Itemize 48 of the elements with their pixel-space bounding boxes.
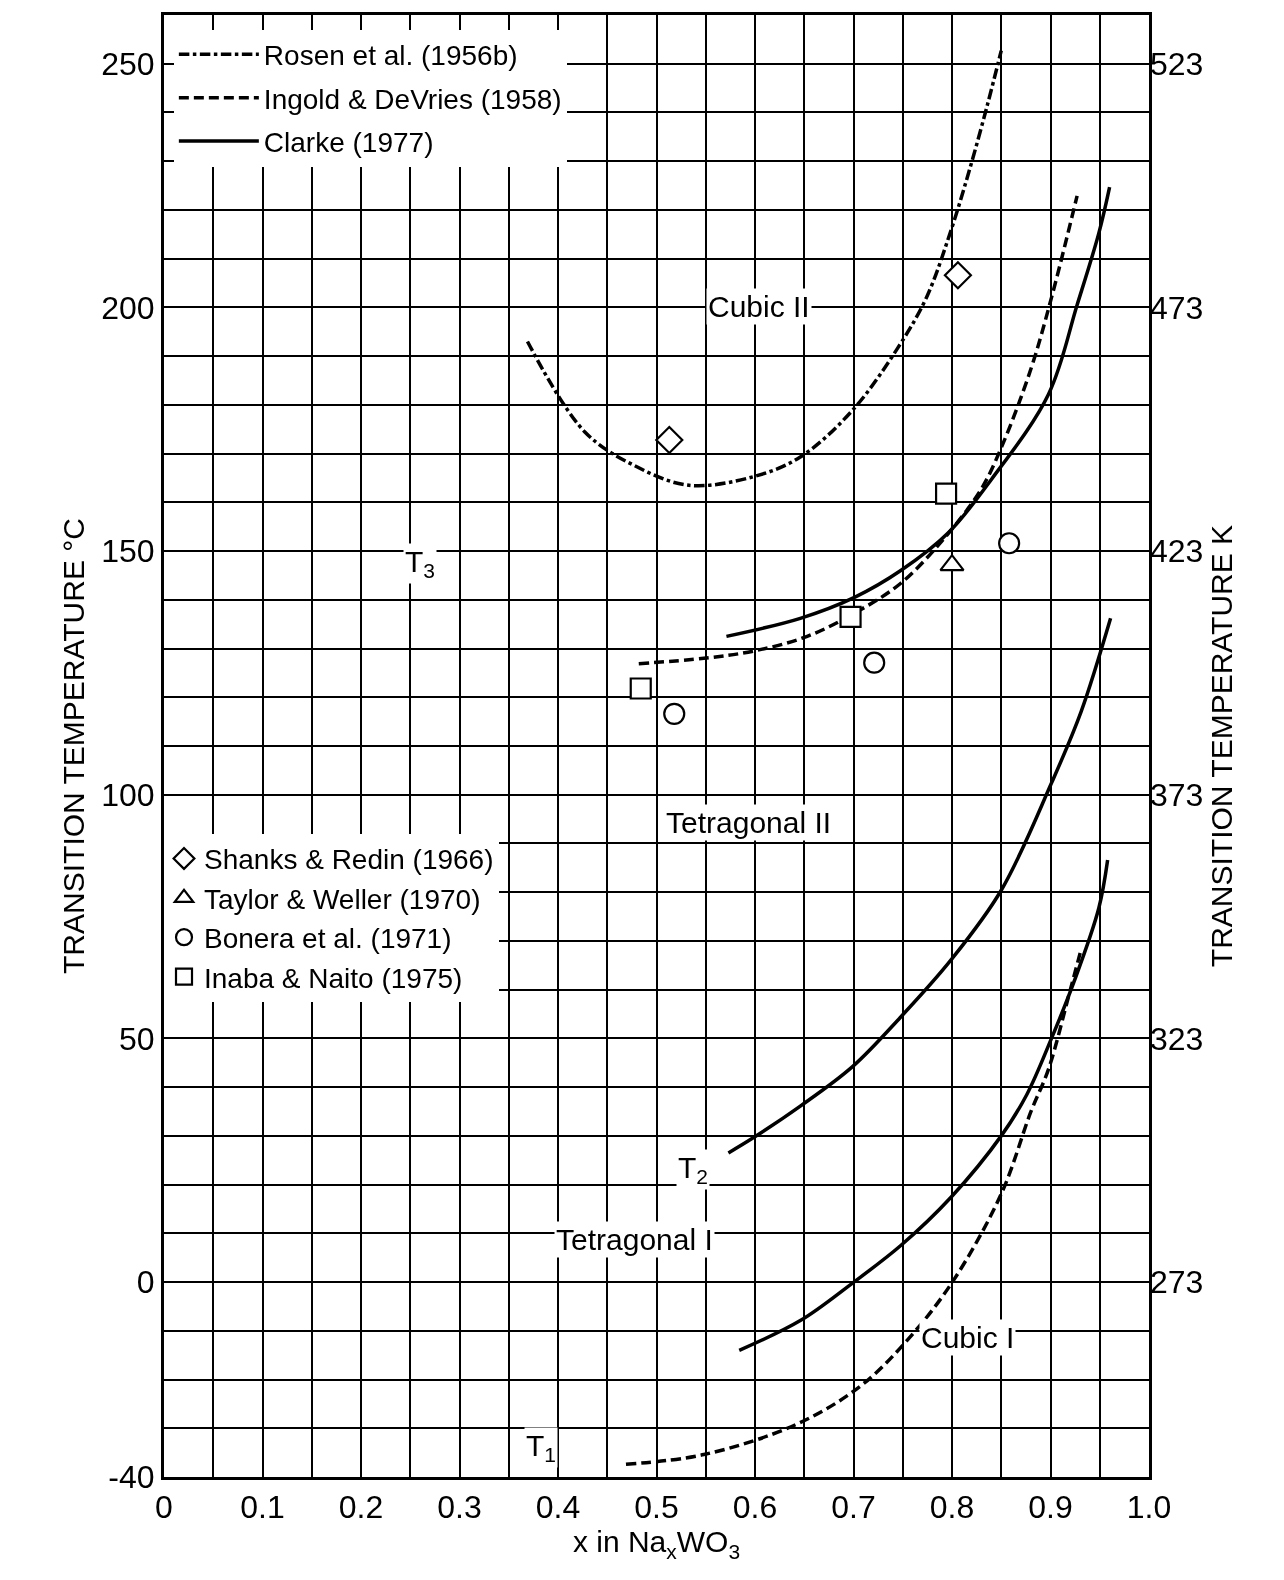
y-tick-label: 100 — [101, 776, 155, 813]
annotation: Cubic I — [921, 1321, 1015, 1354]
y2-tick-label: 473 — [1150, 289, 1204, 326]
x-tick-label: 0.1 — [240, 1489, 285, 1526]
y2-tick-label: 523 — [1150, 45, 1204, 82]
y2-axis-title: TRANSITION TEMPERATURE K — [1204, 524, 1238, 968]
legend-label: Inaba & Naito (1975) — [204, 962, 463, 994]
y-axis-title: TRANSITION TEMPERATURE °C — [57, 518, 91, 974]
point — [629, 677, 652, 700]
x-tick-label: 0.8 — [929, 1489, 975, 1526]
x-tick-label: 0.2 — [338, 1489, 384, 1526]
annotation: T$_{2}$ — [678, 1151, 709, 1189]
x-tick-label: 0.6 — [732, 1489, 778, 1526]
x-tick-label: 0.9 — [1028, 1489, 1073, 1526]
point — [839, 605, 862, 628]
point — [655, 425, 684, 455]
y-tick-label: 250 — [101, 45, 155, 82]
legend-label: Clarke (1977) — [263, 127, 434, 159]
y2-tick-label: 373 — [1150, 776, 1204, 813]
annotation: Tetragonal I — [556, 1223, 713, 1256]
annotation: T$_{3}$ — [405, 545, 436, 583]
y2-tick-label: 323 — [1150, 1020, 1204, 1057]
annotation: Tetragonal II — [666, 806, 832, 839]
legend-label: Rosen et al. (1956b) — [263, 40, 518, 72]
y2-tick-label: 273 — [1150, 1264, 1204, 1301]
point — [863, 651, 886, 674]
y-tick-label: -40 — [108, 1459, 155, 1496]
x-tick-label: 1.0 — [1126, 1489, 1172, 1526]
y-tick-label: 150 — [101, 533, 155, 570]
y-tick-label: 0 — [136, 1264, 155, 1301]
annotation: T$_{1}$ — [526, 1429, 557, 1467]
annotation: Cubic II — [708, 290, 810, 323]
x-tick-label: 0.5 — [634, 1489, 679, 1526]
point — [998, 532, 1021, 555]
y-tick-label: 50 — [119, 1020, 155, 1057]
point — [663, 702, 686, 725]
legend-label: Taylor & Weller (1970) — [204, 883, 481, 915]
point — [943, 261, 973, 290]
x-tick-label: 0.4 — [535, 1489, 581, 1526]
y2-tick-label: 423 — [1150, 533, 1204, 570]
legend-label: Bonera et al. (1971) — [204, 923, 452, 955]
legend-label: Shanks & Redin (1966) — [204, 844, 494, 876]
x-axis-title: x in Na$_{x}$WO$_{3}$ — [572, 1525, 741, 1563]
legend-label: Ingold & DeVries (1958) — [263, 83, 562, 115]
y-tick-label: 200 — [101, 289, 155, 326]
x-tick-label: 0.3 — [437, 1489, 482, 1526]
point — [934, 482, 958, 505]
x-tick-label: 0.7 — [831, 1489, 876, 1526]
